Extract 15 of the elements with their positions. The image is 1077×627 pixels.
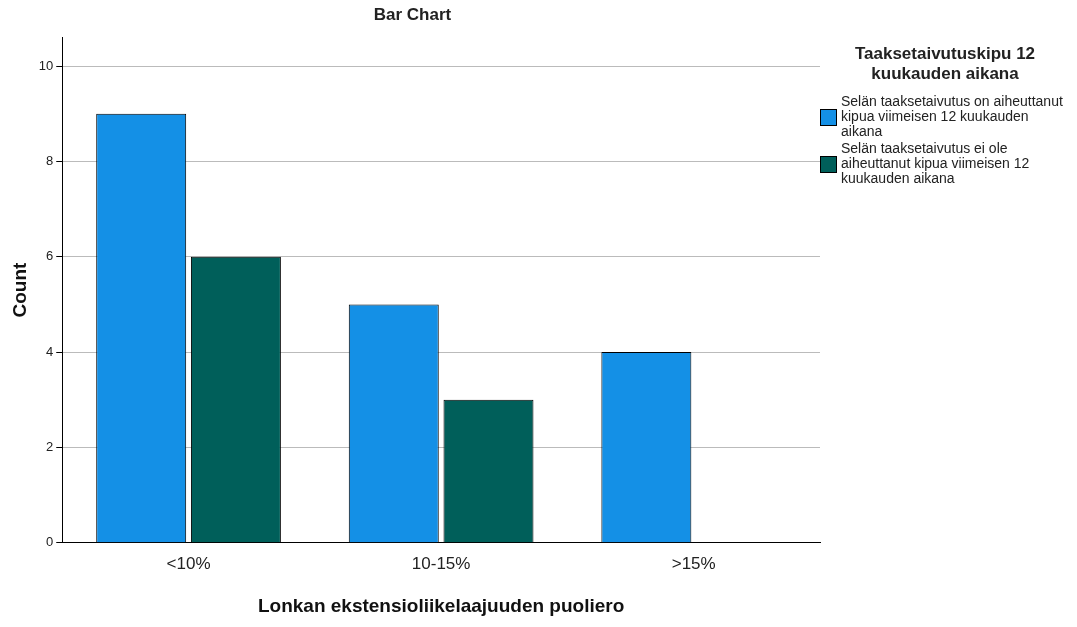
y-tick-label: 0 xyxy=(46,534,54,550)
legend-label: Selän taaksetaivutus on aiheuttanut kipua viimeisen 12 kuukauden aikana xyxy=(841,93,1064,139)
x-tick-label: 10-15% xyxy=(411,553,471,573)
legend-title: Taaksetaivutuskipu 12 kuukauden aikana xyxy=(853,44,1037,84)
x-tick-label: <10% xyxy=(166,553,211,573)
y-tick-label: 10 xyxy=(38,57,54,73)
y-tick-label: 2 xyxy=(46,439,54,455)
y-tick-label: 8 xyxy=(46,152,54,168)
legend-label: Selän taaksetaivutus ei ole aiheuttanut kipua viimeisen 12 kuukauden aikana xyxy=(841,140,1031,186)
x-axis-title: Lonkan ekstensioliikelaajuuden puoliero xyxy=(257,594,625,616)
y-tick-label: 6 xyxy=(46,248,54,264)
x-tick-label: >15% xyxy=(671,553,716,573)
y-tick-label: 4 xyxy=(46,343,54,359)
y-axis-title: Count xyxy=(8,262,30,318)
chart-title: Bar Chart xyxy=(373,4,452,24)
